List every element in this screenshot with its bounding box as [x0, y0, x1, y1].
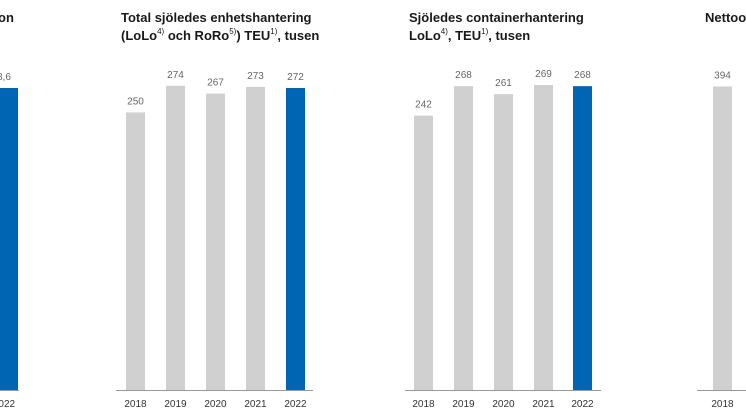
chart2-title: Sjöledes containerhantering LoLo4), TEU1…	[409, 9, 584, 45]
chart2-bar-2020	[494, 94, 513, 391]
chart2-tick-2018: 2018	[412, 399, 435, 410]
chart0-bar-2022	[0, 88, 18, 390]
chart2-bar-2018	[414, 115, 433, 390]
chart2-value-label-2018: 242	[415, 100, 432, 111]
chart0-title-line1: on	[0, 10, 14, 25]
chart1-title-line1: Total sjöledes enhetshantering	[121, 10, 312, 25]
chart2-value-label-2021: 269	[535, 69, 552, 80]
chart1-tick-2022: 2022	[284, 399, 307, 410]
chart1-bar-2020	[206, 93, 225, 390]
chart2-tick-2021: 2021	[532, 399, 555, 410]
chart3-bar-2018	[713, 86, 732, 390]
chart1-bar-2018	[126, 112, 145, 391]
chart2-tick-2019: 2019	[452, 399, 475, 410]
chart0-value-label-2022: 8,6	[0, 72, 11, 83]
chart1-tick-2018: 2018	[124, 399, 147, 410]
chart2-bar-2022	[573, 86, 592, 391]
chart1-value-label-2018: 250	[127, 96, 144, 107]
chart1-tick-2021: 2021	[244, 399, 267, 410]
chart1-bar-2021	[246, 86, 265, 391]
chart3-title: Nettoo	[705, 9, 746, 27]
chart1-bar-2019	[166, 85, 185, 391]
chart1-bar-2022	[286, 87, 305, 390]
chart1-value-label-2019: 274	[167, 70, 184, 81]
chart1-value-label-2020: 267	[207, 78, 224, 89]
chart2-value-label-2020: 261	[495, 78, 512, 89]
chart1-title: Total sjöledes enhetshantering (LoLo4) o…	[121, 9, 319, 45]
chart2-bar-2021	[534, 85, 553, 390]
chart2-title-line2: LoLo4), TEU1), tusen	[409, 27, 531, 44]
chart0-tick-2022: 2022	[0, 399, 16, 410]
chart1-tick-2019: 2019	[164, 399, 187, 410]
chart1-tick-2020: 2020	[204, 399, 227, 410]
chart1-value-label-2022: 272	[287, 72, 304, 83]
chart2-title-line1: Sjöledes containerhantering	[409, 10, 584, 25]
chart3-tick-2018: 2018	[711, 399, 734, 410]
chart2-value-label-2019: 268	[455, 70, 472, 81]
chart2-value-label-2022: 268	[574, 70, 591, 81]
chart3-value-label-2018: 394	[714, 70, 731, 81]
chart3-title-line1: Nettoo	[705, 10, 746, 25]
chart1-value-label-2021: 273	[247, 71, 264, 82]
chart1-title-line2: (LoLo4) och RoRo5)) TEU1), tusen	[121, 27, 320, 44]
chart2-bar-2019	[454, 86, 473, 391]
chart0-title: on	[0, 9, 14, 27]
chart2-tick-2020: 2020	[492, 399, 515, 410]
chart2-tick-2022: 2022	[571, 399, 594, 410]
